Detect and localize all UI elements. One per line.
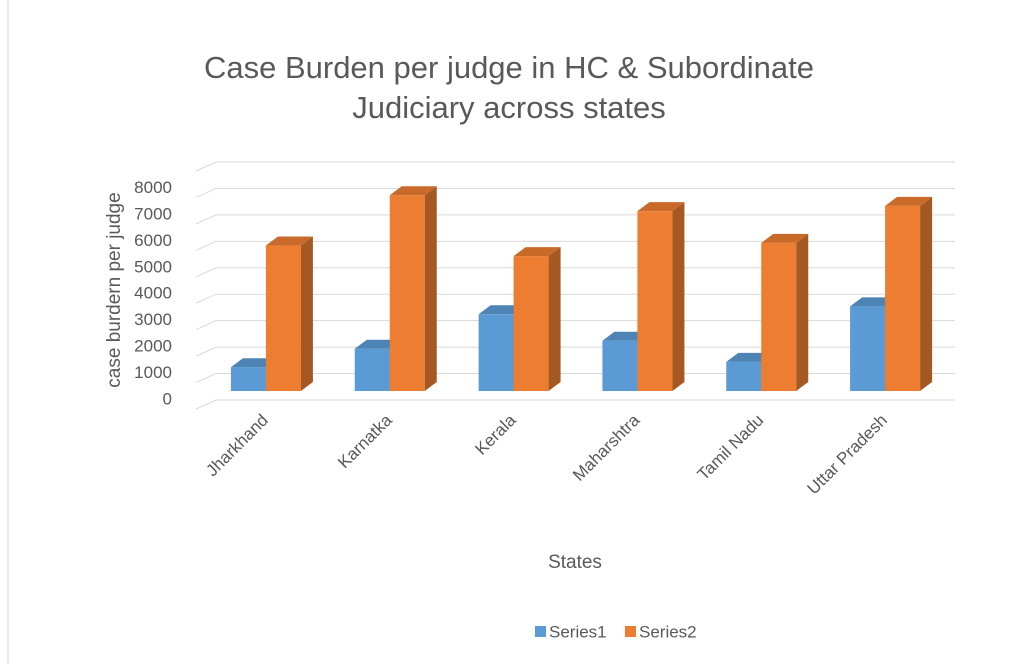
bar-side — [672, 202, 685, 391]
bar — [354, 348, 390, 391]
legend-swatch — [625, 626, 636, 637]
y-tick-label: 8000 — [134, 178, 172, 197]
bar-top — [389, 186, 437, 196]
x-tick-label: Karnatka — [334, 410, 396, 472]
x-tick-label: Maharshtra — [569, 410, 644, 485]
wall-edge — [195, 161, 955, 172]
y-tick-label: 7000 — [134, 204, 172, 223]
bar — [602, 340, 638, 391]
bar-side — [548, 247, 561, 391]
x-tick-label: Jharkhand — [202, 411, 272, 481]
bar — [726, 361, 762, 391]
bar-top — [761, 233, 809, 243]
bar — [265, 245, 301, 391]
bar — [478, 314, 514, 391]
y-axis-title: case burdern per judge — [104, 192, 125, 387]
legend-label: Series2 — [639, 622, 697, 641]
legend-swatch — [535, 626, 546, 637]
bar-top — [265, 236, 313, 246]
bar-side — [920, 196, 933, 391]
y-tick-label: 6000 — [134, 231, 172, 250]
bar — [230, 367, 266, 391]
bar — [885, 205, 921, 391]
grid-line — [195, 320, 955, 331]
bar-top — [637, 202, 685, 212]
bar-top — [885, 196, 933, 206]
grid-line — [195, 373, 955, 384]
bar — [850, 306, 886, 391]
y-tick-label: 4000 — [134, 284, 172, 303]
bar-side — [424, 186, 437, 391]
y-tick-label: 2000 — [134, 337, 172, 356]
x-tick-label: Kerala — [471, 410, 520, 459]
chart-title: Case Burden per judge in HC & Subordinat… — [203, 50, 815, 125]
grid-line — [195, 293, 955, 304]
grid-line — [195, 187, 955, 198]
grid-line — [195, 267, 955, 278]
grid-line — [195, 240, 955, 251]
grid-line — [195, 346, 955, 357]
y-tick-label: 3000 — [134, 310, 172, 329]
y-tick-label: 0 — [163, 389, 172, 408]
bar — [637, 211, 673, 391]
bar — [513, 256, 549, 391]
x-tick-label: Uttar Pradesh — [803, 411, 891, 499]
x-tick-label: Tamil Nadu — [694, 411, 768, 485]
bar — [761, 242, 797, 391]
y-tick-label: 5000 — [134, 257, 172, 276]
bar — [389, 195, 425, 391]
bar-side — [796, 233, 809, 391]
bar-side — [300, 236, 313, 391]
grid-line — [195, 214, 955, 225]
legend-label: Series1 — [549, 622, 607, 641]
y-tick-label: 1000 — [134, 363, 172, 382]
grid-line — [195, 399, 955, 410]
bar-top — [513, 247, 561, 257]
x-axis-title: States — [548, 552, 602, 573]
